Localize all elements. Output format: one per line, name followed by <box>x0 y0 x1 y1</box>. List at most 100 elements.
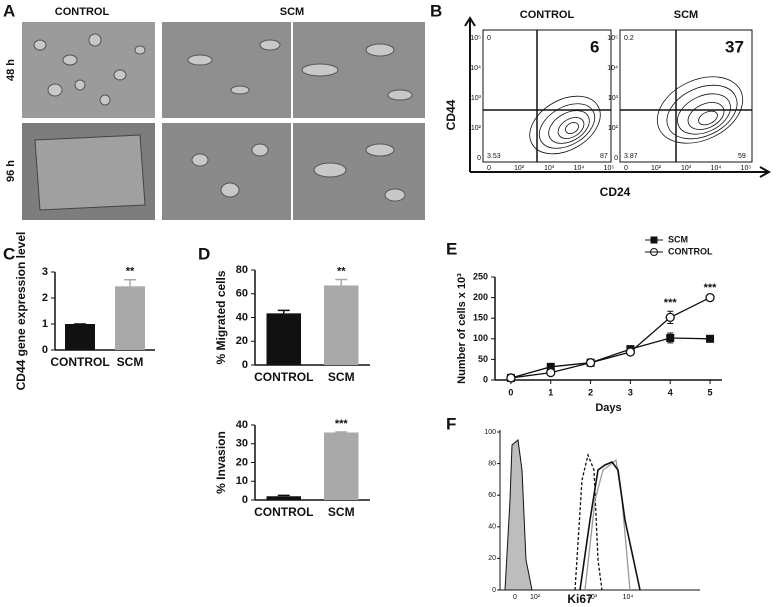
y-tick-label: 3 <box>42 266 48 278</box>
error-bar <box>335 431 348 433</box>
bar <box>115 286 145 350</box>
bar <box>324 285 359 365</box>
quadrant-value: 0.2 <box>624 35 634 42</box>
y-tick-label: 60 <box>236 288 248 300</box>
tick-label: 10³ <box>681 165 692 172</box>
tick-label: 10² <box>608 125 619 132</box>
y-tick-label: 20 <box>236 335 248 347</box>
y-tick-label: 10 <box>236 475 248 487</box>
marker <box>585 358 596 368</box>
annotation: *** <box>664 297 678 309</box>
error-bar <box>124 279 136 287</box>
tick-label: 40 <box>488 524 496 531</box>
panel-letter: D <box>198 244 210 263</box>
column-label: SCM <box>280 6 304 18</box>
tick-label: 10⁴ <box>470 65 481 72</box>
marker <box>546 367 556 378</box>
y-axis-label: Number of cells x 10³ <box>456 273 468 384</box>
x-tick-label: 0 <box>508 387 513 397</box>
plot-frame <box>619 29 753 163</box>
x-axis-label: Days <box>595 402 621 414</box>
y-axis-label: % Invasion <box>214 431 228 494</box>
panel-letter: B <box>430 1 442 20</box>
quadrant-value: 3.87 <box>624 153 638 160</box>
tick-label: 10⁴ <box>574 165 585 172</box>
micrograph <box>162 123 425 220</box>
legend-label: CONTROL <box>668 246 713 256</box>
bar <box>65 324 95 350</box>
y-tick-label: 0 <box>483 374 488 384</box>
x-tick-label: 4 <box>668 387 673 397</box>
tick-labels: 10⁵ 0 10⁴ 10² 10³ 10³ 10² 10⁴ 0 10⁵ 10⁵ 0 10⁴ 10² 10³ 1… <box>470 35 751 172</box>
tick-label: 10² <box>514 165 525 172</box>
column-label: CONTROL <box>55 6 110 18</box>
cells <box>33 33 413 202</box>
tick-label: 100 <box>484 429 496 436</box>
axis-label: CD44 <box>444 99 458 130</box>
y-tick-label: 1 <box>42 318 48 330</box>
y-tick-label: 200 <box>473 292 488 302</box>
annotation: ** <box>126 266 135 278</box>
micrograph <box>162 22 425 118</box>
panel-letter: F <box>446 414 456 433</box>
x-tick-label: CONTROL <box>254 505 313 519</box>
error-bar <box>277 309 290 314</box>
tick-label: 10⁵ <box>604 165 615 172</box>
tick-label: 0 <box>513 594 517 601</box>
tick-label: 10³ <box>587 594 598 601</box>
panel-letter: C <box>3 244 15 263</box>
scm-curve <box>584 458 631 591</box>
tick-label: 10³ <box>471 95 482 102</box>
y-tick-label: 0 <box>42 344 48 356</box>
y-tick-label: 0 <box>242 359 248 371</box>
tick-label: 20 <box>488 555 496 562</box>
tick-label: 10⁴ <box>711 165 722 172</box>
quadrant-value: 3.53 <box>487 153 501 160</box>
tick-label: 10³ <box>544 165 555 172</box>
colony <box>34 134 146 211</box>
plot-title: CONTROL <box>520 9 575 21</box>
x-tick-label: 1 <box>548 387 553 397</box>
axis-label: CD24 <box>600 185 631 199</box>
histogram-panel <box>499 430 700 591</box>
marker <box>666 333 675 342</box>
y-tick-label: 100 <box>473 333 488 343</box>
tick-labels: 0 20 40 60 80 100 0 10² 10³ 10⁴ <box>484 429 633 601</box>
x-tick-label: CONTROL <box>254 370 313 384</box>
x-tick-label: SCM <box>328 505 355 519</box>
quadrant-value: 6 <box>590 37 599 56</box>
y-axis-label: % Migrated cells <box>214 270 228 364</box>
tick-label: 10² <box>471 125 482 132</box>
x-tick-label: 5 <box>708 387 713 397</box>
isotype-curve <box>504 439 533 591</box>
plot-title: SCM <box>674 9 698 21</box>
row-label: 96 h <box>5 160 17 182</box>
panel-letter: E <box>446 239 457 258</box>
tick-label: 10² <box>530 594 541 601</box>
arrow <box>464 16 772 178</box>
plot-frame <box>482 29 612 163</box>
tick-label: 60 <box>488 492 496 499</box>
tick-label: 0 <box>487 165 491 172</box>
tick-label: 10⁴ <box>607 65 618 72</box>
x-tick-label: 3 <box>628 387 633 397</box>
curve <box>579 461 641 591</box>
panel-letter: A <box>3 1 15 20</box>
x-tick-label: SCM <box>117 355 144 369</box>
marker <box>506 373 516 383</box>
annotation: ** <box>337 265 346 277</box>
y-tick-label: 40 <box>236 311 248 323</box>
tick-label: 0 <box>624 165 628 172</box>
quadrant-value: 37 <box>725 37 744 56</box>
legend-label: SCM <box>668 234 688 244</box>
tick-label: 10⁵ <box>607 35 618 42</box>
y-tick-label: 2 <box>42 292 48 304</box>
y-tick-label: 150 <box>473 313 488 323</box>
y-tick-label: 40 <box>236 419 248 431</box>
annotation: *** <box>335 418 349 430</box>
y-tick-label: 50 <box>478 354 488 364</box>
quadrant-value: 59 <box>738 153 746 160</box>
tick-label: 0 <box>477 155 481 162</box>
marker <box>625 347 636 357</box>
